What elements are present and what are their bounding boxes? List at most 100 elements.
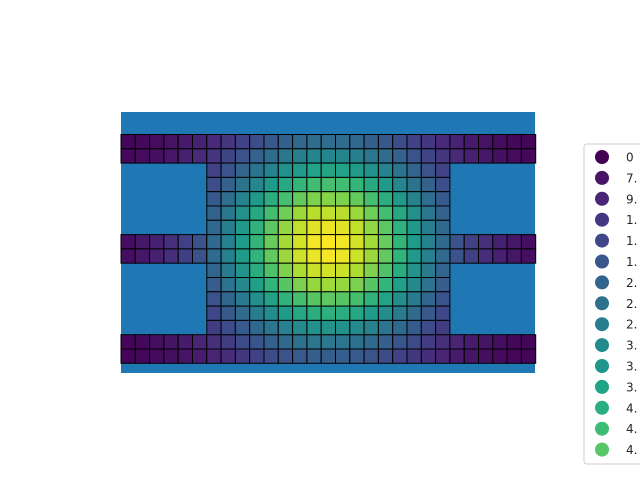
heatmap-cell (350, 335, 364, 349)
heatmap-cell (278, 177, 292, 191)
heatmap-cell (150, 135, 164, 149)
heatmap-cell (350, 177, 364, 191)
heatmap-cell (507, 349, 521, 363)
heatmap-cell (278, 306, 292, 320)
heatmap-cell (307, 149, 321, 163)
heatmap-cell (378, 235, 392, 249)
heatmap-cell (436, 292, 450, 306)
heatmap-cell (221, 249, 235, 263)
heatmap-cell (407, 292, 421, 306)
heatmap-cell (521, 135, 535, 149)
heatmap-cell (193, 349, 207, 363)
heatmap-cell (364, 249, 378, 263)
heatmap-cell (378, 335, 392, 349)
heatmap-cell (264, 192, 278, 206)
heatmap-cell (421, 249, 435, 263)
heatmap-cell (450, 249, 464, 263)
heatmap-cell (350, 292, 364, 306)
heatmap-cell (293, 163, 307, 177)
heatmap-cell (336, 349, 350, 363)
heatmap-cell (436, 278, 450, 292)
heatmap-cell (307, 320, 321, 334)
heatmap-cell (421, 320, 435, 334)
heatmap-cell (407, 135, 421, 149)
heatmap-cell (293, 149, 307, 163)
heatmap-cell (364, 292, 378, 306)
heatmap-cell (336, 278, 350, 292)
heatmap-cell (135, 149, 149, 163)
heatmap-cell (364, 192, 378, 206)
heatmap-cell (421, 135, 435, 149)
heatmap-cell (336, 235, 350, 249)
heatmap-cell (436, 306, 450, 320)
heatmap-cell (493, 335, 507, 349)
heatmap-cell (264, 263, 278, 277)
heatmap-cell (336, 320, 350, 334)
heatmap-cell (264, 349, 278, 363)
legend-marker (595, 296, 609, 310)
heatmap-cell (278, 263, 292, 277)
heatmap-cell (407, 349, 421, 363)
heatmap-cell (207, 163, 221, 177)
heatmap-cell (207, 135, 221, 149)
heatmap-cell (250, 278, 264, 292)
heatmap-cell (493, 149, 507, 163)
heatmap-cell (207, 292, 221, 306)
heatmap-cell (350, 206, 364, 220)
heatmap-cell (293, 335, 307, 349)
heatmap-cell (250, 177, 264, 191)
heatmap-cell (493, 235, 507, 249)
heatmap-cell (293, 349, 307, 363)
heatmap-cell (336, 249, 350, 263)
heatmap-cell (221, 220, 235, 234)
heatmap-cell (221, 292, 235, 306)
heatmap-cell (464, 349, 478, 363)
heatmap-cell (264, 249, 278, 263)
heatmap-cell (464, 149, 478, 163)
heatmap-cell (421, 192, 435, 206)
heatmap-cell (436, 135, 450, 149)
heatmap-cell (321, 349, 335, 363)
heatmap-cell (207, 306, 221, 320)
heatmap-cell (235, 335, 249, 349)
heatmap-cell (493, 135, 507, 149)
heatmap-cell (307, 263, 321, 277)
heatmap-cell (235, 177, 249, 191)
heatmap-cell (393, 235, 407, 249)
heatmap-cell (293, 192, 307, 206)
heatmap-cell (293, 249, 307, 263)
heatmap-cell (278, 192, 292, 206)
heatmap-cell (350, 349, 364, 363)
heatmap-cell (421, 149, 435, 163)
heatmap-cell (464, 249, 478, 263)
heatmap-cell (436, 263, 450, 277)
heatmap-cell (321, 335, 335, 349)
heatmap-cell (407, 177, 421, 191)
heatmap-cell (250, 320, 264, 334)
heatmap-cell (464, 335, 478, 349)
heatmap-cell (421, 163, 435, 177)
heatmap-cell (321, 278, 335, 292)
heatmap-cell (393, 306, 407, 320)
heatmap-cell (436, 349, 450, 363)
heatmap-cell (336, 292, 350, 306)
heatmap-cell (336, 206, 350, 220)
heatmap-cell (378, 192, 392, 206)
heatmap-cell (350, 163, 364, 177)
legend-marker (595, 443, 609, 457)
heatmap-cell (178, 349, 192, 363)
heatmap-cell (278, 292, 292, 306)
legend-marker (595, 317, 609, 331)
heatmap-cell (221, 278, 235, 292)
heatmap-cell (307, 306, 321, 320)
heatmap-cell (293, 177, 307, 191)
heatmap-cell (393, 135, 407, 149)
heatmap-cell (235, 306, 249, 320)
heatmap-cell (321, 135, 335, 149)
heatmap-cell (350, 278, 364, 292)
heatmap-cell (264, 292, 278, 306)
heatmap-cell (364, 278, 378, 292)
heatmap-cell (207, 177, 221, 191)
heatmap-cell (235, 135, 249, 149)
legend-label: 2. (626, 297, 637, 311)
